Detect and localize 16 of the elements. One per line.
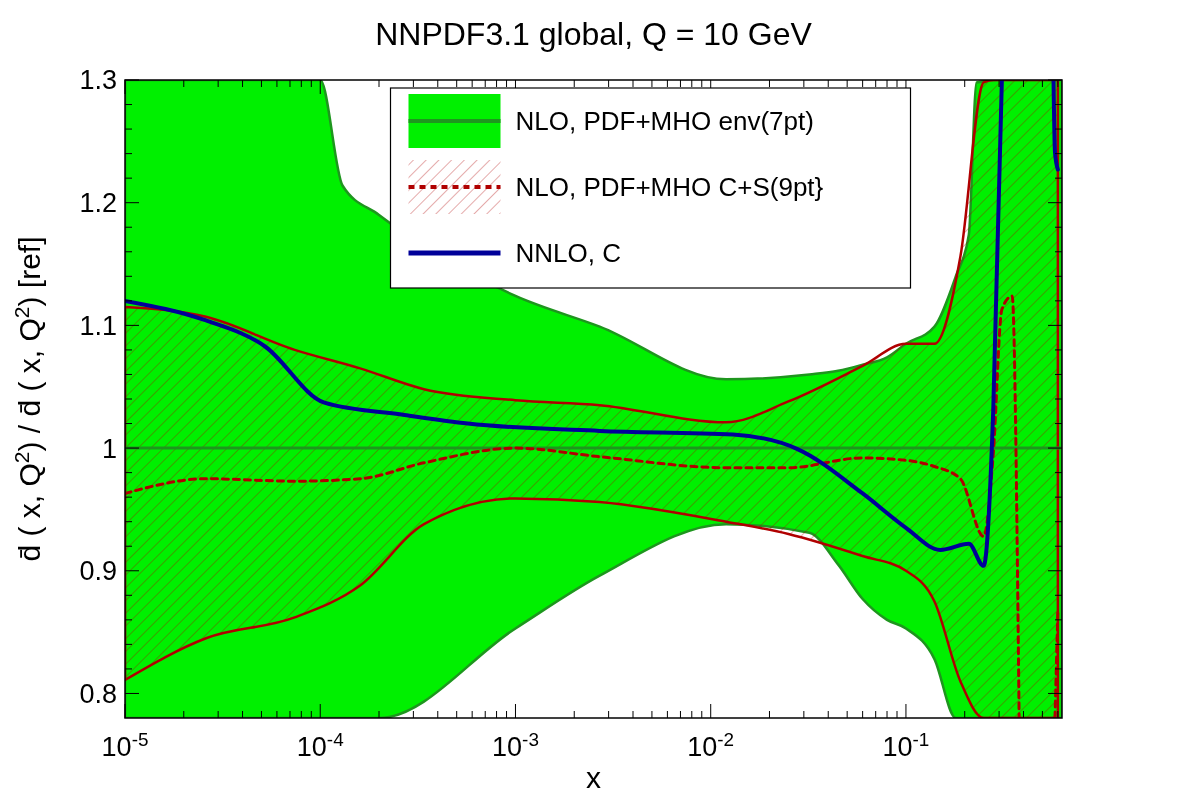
y-tick-label: 1.3: [79, 65, 117, 96]
y-tick-label: 1.1: [79, 310, 117, 341]
x-tick-label: 10$^{-1}$: [882, 728, 930, 762]
x-tick-label: 10$^{-3}$: [492, 728, 539, 762]
legend-label: NNLO, C: [515, 238, 621, 268]
y-tick-label: 1.2: [79, 188, 117, 219]
x-tick-label: 10$^{-5}$: [101, 728, 149, 762]
x-axis-title: x: [586, 761, 601, 794]
chart-title: NNPDF3.1 global, Q = 10 GeV: [375, 16, 813, 52]
x-tick-label: 10$^{-4}$: [296, 728, 344, 762]
x-tick-label: 10$^{-2}$: [687, 728, 735, 762]
y-tick-label: 1: [101, 433, 117, 464]
legend-label: NLO, PDF+MHO C+S(9pt}: [515, 172, 824, 202]
legend-label: NLO, PDF+MHO env(7pt): [515, 106, 814, 136]
y-tick-label: 0.8: [79, 678, 117, 709]
y-tick-label: 0.9: [79, 556, 117, 587]
